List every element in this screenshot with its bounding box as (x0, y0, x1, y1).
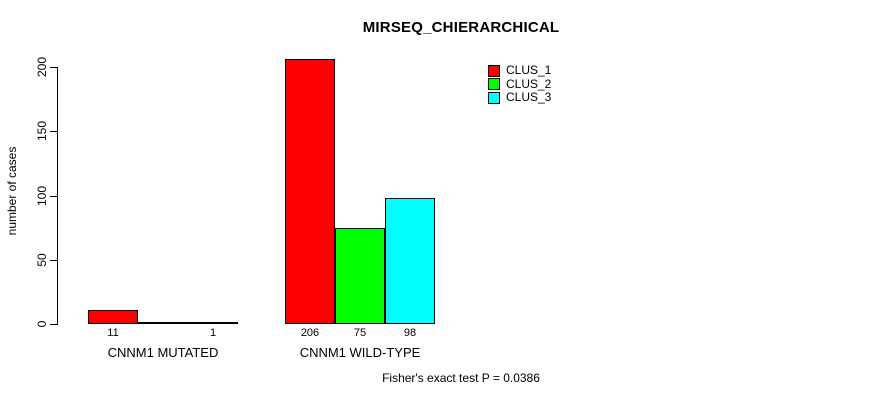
y-tick-label: 50 (35, 253, 49, 267)
y-tick-label: 100 (35, 185, 49, 207)
bar-clus_2-cnnm1-wild-type (335, 228, 385, 324)
y-tick-label: 0 (35, 320, 49, 328)
bar-value-label: 1 (209, 327, 217, 339)
bar-value-label: 206 (300, 327, 320, 339)
bar-value-label: 75 (353, 327, 367, 339)
y-tick-label: 150 (35, 120, 49, 142)
bar-value-label: 11 (107, 327, 119, 339)
clus-1-swatch-icon (488, 64, 500, 77)
y-tick-label: 200 (35, 56, 49, 78)
fisher-test-annotation: Fisher's exact test P = 0.0386 (382, 371, 540, 385)
y-tick (50, 131, 57, 132)
clus-2-swatch-icon (488, 78, 500, 91)
legend-item-clus-1: CLUS_1 (488, 63, 552, 78)
y-axis-line (57, 67, 58, 325)
bar-clus_1-cnnm1-wild-type (285, 59, 335, 324)
bar-clus_3-cnnm1-wild-type (385, 198, 435, 324)
legend: CLUS_1 CLUS_2 CLUS_3 (488, 63, 552, 105)
x-axis-label-cnnm1-mutated: CNNM1 MUTATED (107, 345, 219, 360)
bar-clus_2-cnnm1-mutated (138, 322, 188, 324)
y-tick (50, 324, 57, 325)
x-axis-label-cnnm1-wild-type: CNNM1 WILD-TYPE (299, 345, 421, 360)
y-axis-title: number of cases (5, 146, 19, 236)
legend-label: CLUS_1 (506, 63, 552, 77)
clus-3-swatch-icon (488, 91, 500, 104)
legend-label: CLUS_3 (506, 90, 552, 104)
legend-item-clus-3: CLUS_3 (488, 90, 552, 105)
bar-clus_1-cnnm1-mutated (88, 310, 138, 324)
y-tick (50, 67, 57, 68)
bar-clus_3-cnnm1-mutated (188, 322, 238, 324)
bar-value-label: 98 (403, 327, 417, 339)
legend-label: CLUS_2 (506, 76, 552, 91)
y-tick (50, 260, 57, 261)
y-tick (50, 196, 57, 197)
chart-title: MIRSEQ_CHIERARCHICAL (362, 19, 560, 36)
legend-item-clus-2: CLUS_2 (488, 76, 552, 92)
